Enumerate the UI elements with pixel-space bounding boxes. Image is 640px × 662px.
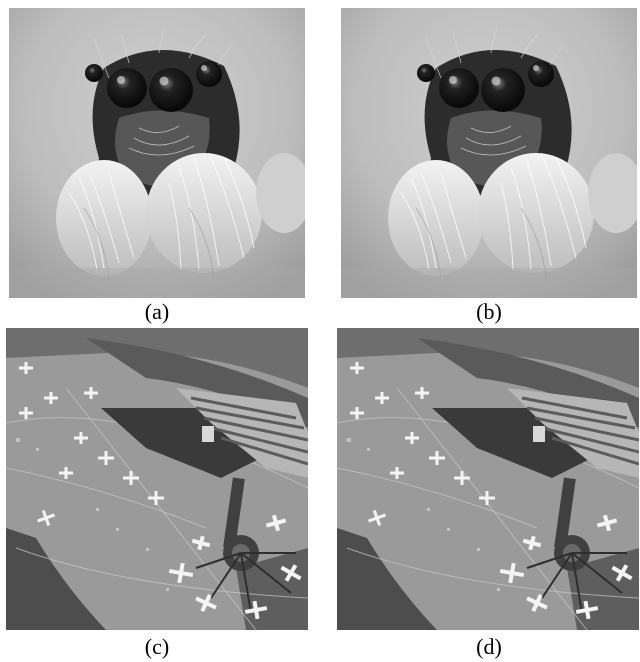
- image-panel-c: [6, 328, 308, 630]
- caption-a: (a): [144, 299, 170, 324]
- airport-photo: [6, 328, 308, 630]
- caption-b: (b): [476, 299, 502, 324]
- spider-photo: [341, 8, 637, 298]
- caption-c: (c): [144, 634, 170, 659]
- caption-d: (d): [476, 634, 502, 659]
- image-panel-a: [9, 8, 305, 298]
- airport-photo: [337, 328, 639, 630]
- image-panel-b: [341, 8, 637, 298]
- spider-photo: [9, 8, 305, 298]
- image-panel-d: [337, 328, 639, 630]
